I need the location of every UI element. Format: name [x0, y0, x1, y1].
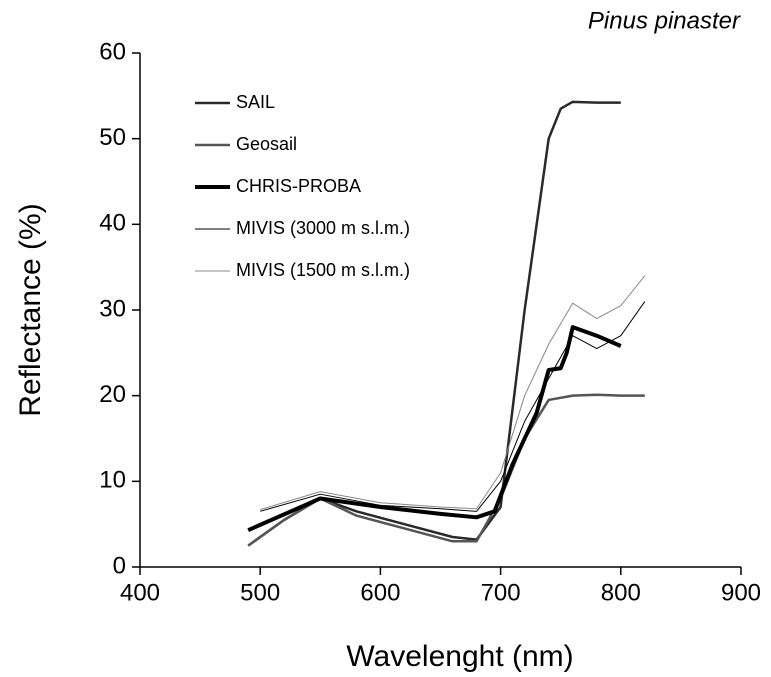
x-tick-label: 900: [721, 579, 761, 606]
legend-label: SAIL: [236, 92, 275, 112]
chart-title: Pinus pinaster: [588, 7, 741, 34]
series-line: [260, 275, 646, 511]
series-line: [260, 301, 646, 512]
y-tick-label: 60: [99, 38, 126, 65]
series-line: [247, 393, 645, 547]
y-tick-label: 30: [99, 295, 126, 322]
legend-label: MIVIS (3000 m s.l.m.): [236, 218, 410, 238]
x-tick-label: 400: [120, 579, 160, 606]
x-tick-label: 700: [481, 579, 521, 606]
series-line: [247, 325, 622, 532]
legend-label: CHRIS-PROBA: [236, 176, 361, 196]
x-tick-label: 500: [240, 579, 280, 606]
y-tick-label: 40: [99, 210, 126, 237]
legend-label: MIVIS (1500 m s.l.m.): [236, 260, 410, 280]
y-tick-label: 10: [99, 467, 126, 494]
legend-label: Geosail: [236, 134, 297, 154]
x-axis-label: Wavelenght (nm): [346, 640, 573, 673]
y-tick-label: 20: [99, 381, 126, 408]
y-tick-label: 0: [113, 552, 126, 579]
y-tick-label: 50: [99, 124, 126, 151]
series-line: [247, 100, 621, 547]
x-tick-label: 600: [360, 579, 400, 606]
x-tick-label: 800: [601, 579, 641, 606]
y-axis-label: Reflectance (%): [14, 203, 47, 416]
